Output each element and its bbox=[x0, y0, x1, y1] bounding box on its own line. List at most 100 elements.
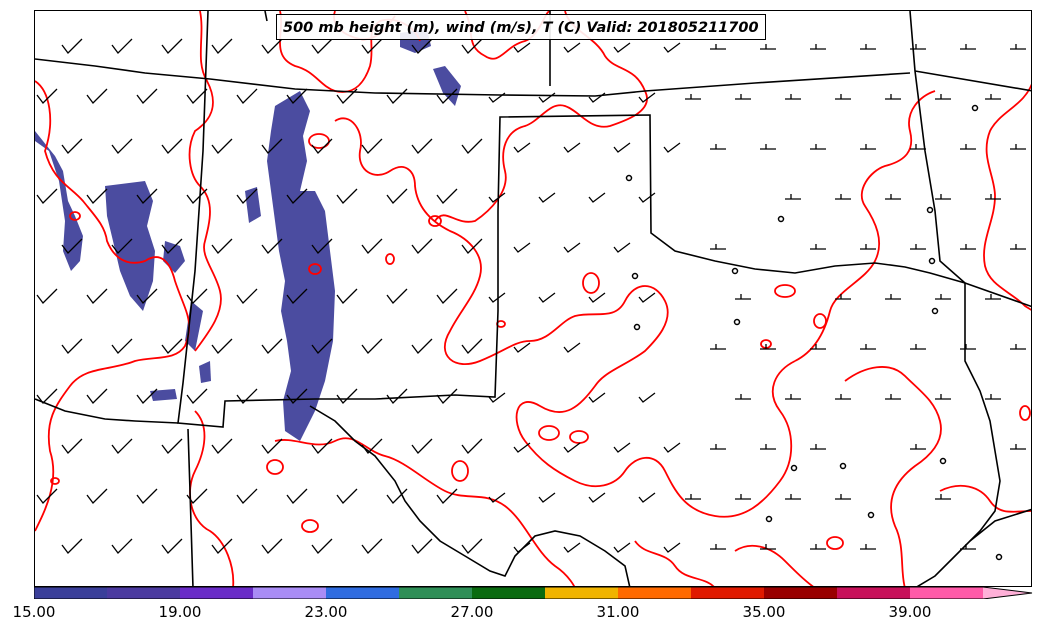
wind-barb bbox=[710, 244, 726, 250]
wind-barb bbox=[613, 242, 631, 253]
shading-small5 bbox=[199, 361, 211, 383]
wind-barb bbox=[386, 88, 408, 104]
wind-barb bbox=[336, 288, 358, 304]
wind-barb bbox=[538, 292, 556, 303]
wind-barb bbox=[361, 238, 383, 254]
wind-barb bbox=[638, 292, 656, 303]
wind-barb bbox=[136, 488, 158, 504]
wind-barb bbox=[538, 192, 556, 203]
wind-barb bbox=[638, 92, 656, 103]
wind-barb bbox=[488, 492, 506, 503]
wind-barb bbox=[136, 388, 158, 404]
shading-west bbox=[35, 131, 83, 271]
wind-barb bbox=[785, 394, 801, 400]
wind-barb bbox=[186, 388, 208, 404]
wind-barb bbox=[960, 44, 976, 50]
wind-barb bbox=[985, 194, 1001, 200]
wind-barb bbox=[161, 538, 183, 554]
wind-barb bbox=[286, 188, 308, 204]
wind-barb bbox=[563, 242, 581, 253]
wind-barb bbox=[860, 44, 876, 50]
wind-barb bbox=[336, 488, 358, 504]
wind-barb bbox=[36, 88, 58, 104]
colorbar-tick-label: 27.00 bbox=[450, 603, 494, 621]
wind-barb bbox=[211, 238, 233, 254]
wind-barb bbox=[361, 138, 383, 154]
colorbar-segment bbox=[691, 587, 764, 599]
map-title: 500 mb height (m), wind (m/s), T (C) Val… bbox=[276, 14, 766, 40]
wind-barb bbox=[710, 344, 726, 350]
wind-barb bbox=[735, 294, 751, 300]
wind-barb bbox=[336, 188, 358, 204]
wind-barb bbox=[86, 88, 108, 104]
wind-barb bbox=[61, 338, 83, 354]
wind-barb bbox=[111, 138, 133, 154]
wind-barb bbox=[461, 238, 483, 254]
wind-barb bbox=[261, 138, 283, 154]
political-boundaries bbox=[35, 11, 1031, 586]
wind-barb bbox=[613, 442, 631, 453]
wind-barb bbox=[261, 338, 283, 354]
calm-markers bbox=[625, 104, 1003, 561]
colorbar-segment bbox=[910, 587, 983, 599]
colorbar-tick-label: 19.00 bbox=[158, 603, 202, 621]
wind-barb bbox=[613, 542, 631, 553]
wind-barb bbox=[613, 42, 631, 53]
wind-barb bbox=[760, 344, 776, 350]
wind-barb bbox=[488, 292, 506, 303]
wind-barb bbox=[860, 344, 876, 350]
wind-barb bbox=[960, 244, 976, 250]
wind-barb bbox=[685, 94, 701, 100]
wind-barb bbox=[386, 488, 408, 504]
colorbar-segment bbox=[180, 587, 253, 599]
wind-barb bbox=[261, 538, 283, 554]
colorbar-tick-label: 35.00 bbox=[742, 603, 786, 621]
wind-barb bbox=[588, 192, 606, 203]
wind-barb bbox=[461, 538, 483, 554]
wind-barb bbox=[161, 38, 183, 54]
wind-barb bbox=[513, 42, 531, 53]
wind-barb bbox=[910, 444, 926, 450]
wind-barb bbox=[411, 38, 433, 54]
wind-barb bbox=[436, 288, 458, 304]
wind-barb bbox=[760, 544, 776, 550]
wind-barb bbox=[985, 394, 1001, 400]
wind-barb bbox=[588, 92, 606, 103]
wind-barb bbox=[186, 188, 208, 204]
wind-barb bbox=[236, 88, 258, 104]
wind-barb bbox=[311, 538, 333, 554]
colorbar-segment bbox=[837, 587, 910, 599]
colorbar-segment bbox=[472, 587, 545, 599]
wind-barb bbox=[436, 388, 458, 404]
wind-barb bbox=[760, 144, 776, 150]
wind-barb bbox=[136, 288, 158, 304]
wind-barb bbox=[161, 438, 183, 454]
colorbar-outline bbox=[34, 587, 1033, 599]
colorbar-tick-label: 31.00 bbox=[596, 603, 640, 621]
wind-barb bbox=[111, 538, 133, 554]
wind-barb bbox=[111, 438, 133, 454]
wind-barb bbox=[86, 288, 108, 304]
wind-barb bbox=[1010, 344, 1026, 350]
wind-barb bbox=[588, 292, 606, 303]
wind-barb bbox=[61, 438, 83, 454]
red-contours bbox=[35, 11, 1031, 586]
shading-north2 bbox=[433, 66, 461, 106]
wind-barb bbox=[588, 492, 606, 503]
wind-barb bbox=[311, 238, 333, 254]
wind-barb bbox=[61, 38, 83, 54]
wind-barb bbox=[311, 38, 333, 54]
wind-barb bbox=[563, 542, 581, 553]
wind-barb bbox=[86, 488, 108, 504]
wind-barb bbox=[835, 294, 851, 300]
shading-small3 bbox=[245, 187, 261, 223]
colorbar-segment bbox=[326, 587, 399, 599]
wind-barb bbox=[735, 394, 751, 400]
wind-barb bbox=[36, 288, 58, 304]
wind-barb bbox=[860, 544, 876, 550]
wind-barb bbox=[386, 188, 408, 204]
wind-barb bbox=[663, 42, 681, 53]
wind-barb bbox=[538, 492, 556, 503]
wind-barb bbox=[1010, 444, 1026, 450]
wind-barb bbox=[563, 342, 581, 353]
